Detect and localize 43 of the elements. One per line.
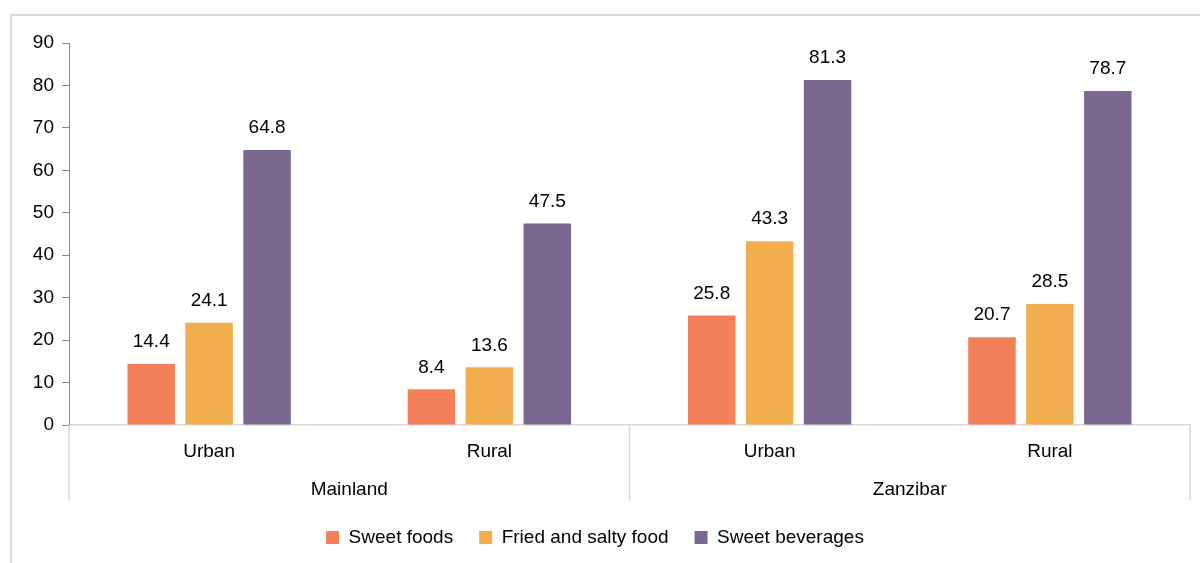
- data-label: 25.8: [693, 281, 731, 303]
- data-label: 81.3: [809, 46, 847, 68]
- bar: [1084, 90, 1132, 425]
- y-tick-label: 40: [32, 243, 54, 265]
- bar: [185, 322, 233, 425]
- bar: [803, 79, 852, 425]
- bar: [243, 149, 291, 425]
- legend-label: Sweet beverages: [717, 525, 864, 547]
- data-label: 64.8: [248, 116, 286, 138]
- bar: [745, 241, 794, 425]
- x-tick-label: Rural: [466, 439, 513, 461]
- bar: [523, 223, 572, 425]
- data-label: 43.3: [751, 207, 789, 229]
- y-tick-label: 0: [43, 413, 54, 435]
- bar: [465, 367, 514, 425]
- y-tick-label: 20: [32, 328, 54, 350]
- data-label: 8.4: [418, 355, 446, 377]
- data-label: 20.7: [973, 303, 1011, 325]
- bar: [968, 337, 1016, 425]
- data-label: 24.1: [190, 288, 228, 310]
- text: Mainland: [310, 478, 388, 500]
- legend-label: Sweet foods: [348, 525, 454, 547]
- y-tick-label: 30: [32, 285, 54, 307]
- bar: [127, 363, 175, 425]
- data-label: 78.7: [1089, 57, 1127, 79]
- data-label: 14.4: [132, 330, 171, 352]
- y-tick-label: 90: [32, 31, 54, 53]
- data-label: 13.6: [470, 333, 508, 355]
- x-tick-label: Rural: [1027, 439, 1073, 461]
- y-tick-label: 70: [32, 116, 54, 138]
- legend-label: Fried and salty food: [501, 525, 669, 547]
- bar: [407, 389, 456, 425]
- bar: [1026, 304, 1074, 425]
- y-tick-label: 60: [32, 158, 54, 180]
- data-label: 28.5: [1031, 270, 1069, 292]
- text: Zanzibar: [872, 478, 948, 500]
- bar: [687, 315, 736, 425]
- data-label: 47.5: [528, 189, 566, 211]
- y-tick-label: 50: [32, 201, 54, 223]
- x-tick-label: Urban: [183, 439, 235, 461]
- y-tick-label: 80: [32, 73, 54, 95]
- x-tick-label: Urban: [743, 439, 796, 461]
- y-tick-label: 10: [32, 370, 54, 392]
